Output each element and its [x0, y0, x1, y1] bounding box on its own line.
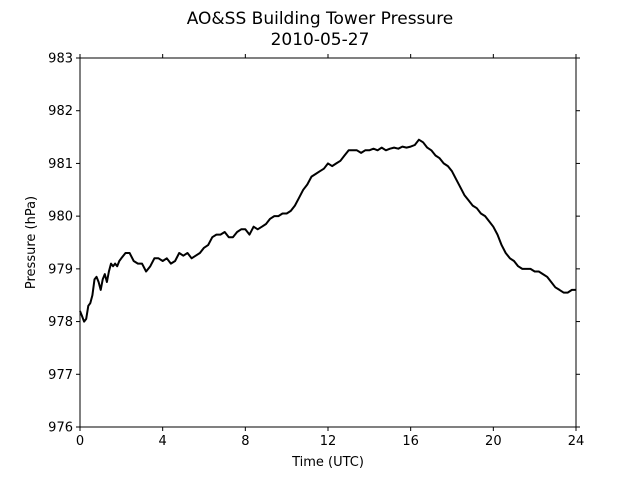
- y-tick-label: 981: [48, 157, 73, 172]
- x-tick-label: 0: [76, 434, 84, 449]
- x-tick-label: 20: [485, 434, 502, 449]
- chart-title: AO&SS Building Tower Pressure: [187, 9, 454, 29]
- x-tick-label: 24: [568, 434, 585, 449]
- plot-frame: [79, 57, 577, 428]
- x-axis-label: Time (UTC): [291, 455, 364, 470]
- chart-subtitle: 2010-05-27: [271, 30, 370, 50]
- x-tick-label: 8: [241, 434, 249, 449]
- y-tick-label: 978: [48, 315, 73, 330]
- y-tick-label: 982: [48, 104, 73, 119]
- x-tick-label: 16: [402, 434, 419, 449]
- y-tick-label: 983: [48, 52, 73, 67]
- y-tick-label: 977: [48, 368, 73, 383]
- x-ticks: 0 4 8 12 16 20 24: [76, 54, 584, 449]
- x-tick-label: 12: [320, 434, 337, 449]
- pressure-series-line: [79, 138, 576, 323]
- y-tick-label: 980: [48, 210, 73, 225]
- y-ticks: 976 977 978 979 980 981 982 983: [48, 52, 580, 436]
- y-tick-label: 976: [48, 421, 73, 436]
- y-axis-label: Pressure (hPa): [24, 196, 39, 289]
- y-tick-label: 979: [48, 262, 73, 277]
- x-tick-label: 4: [159, 434, 167, 449]
